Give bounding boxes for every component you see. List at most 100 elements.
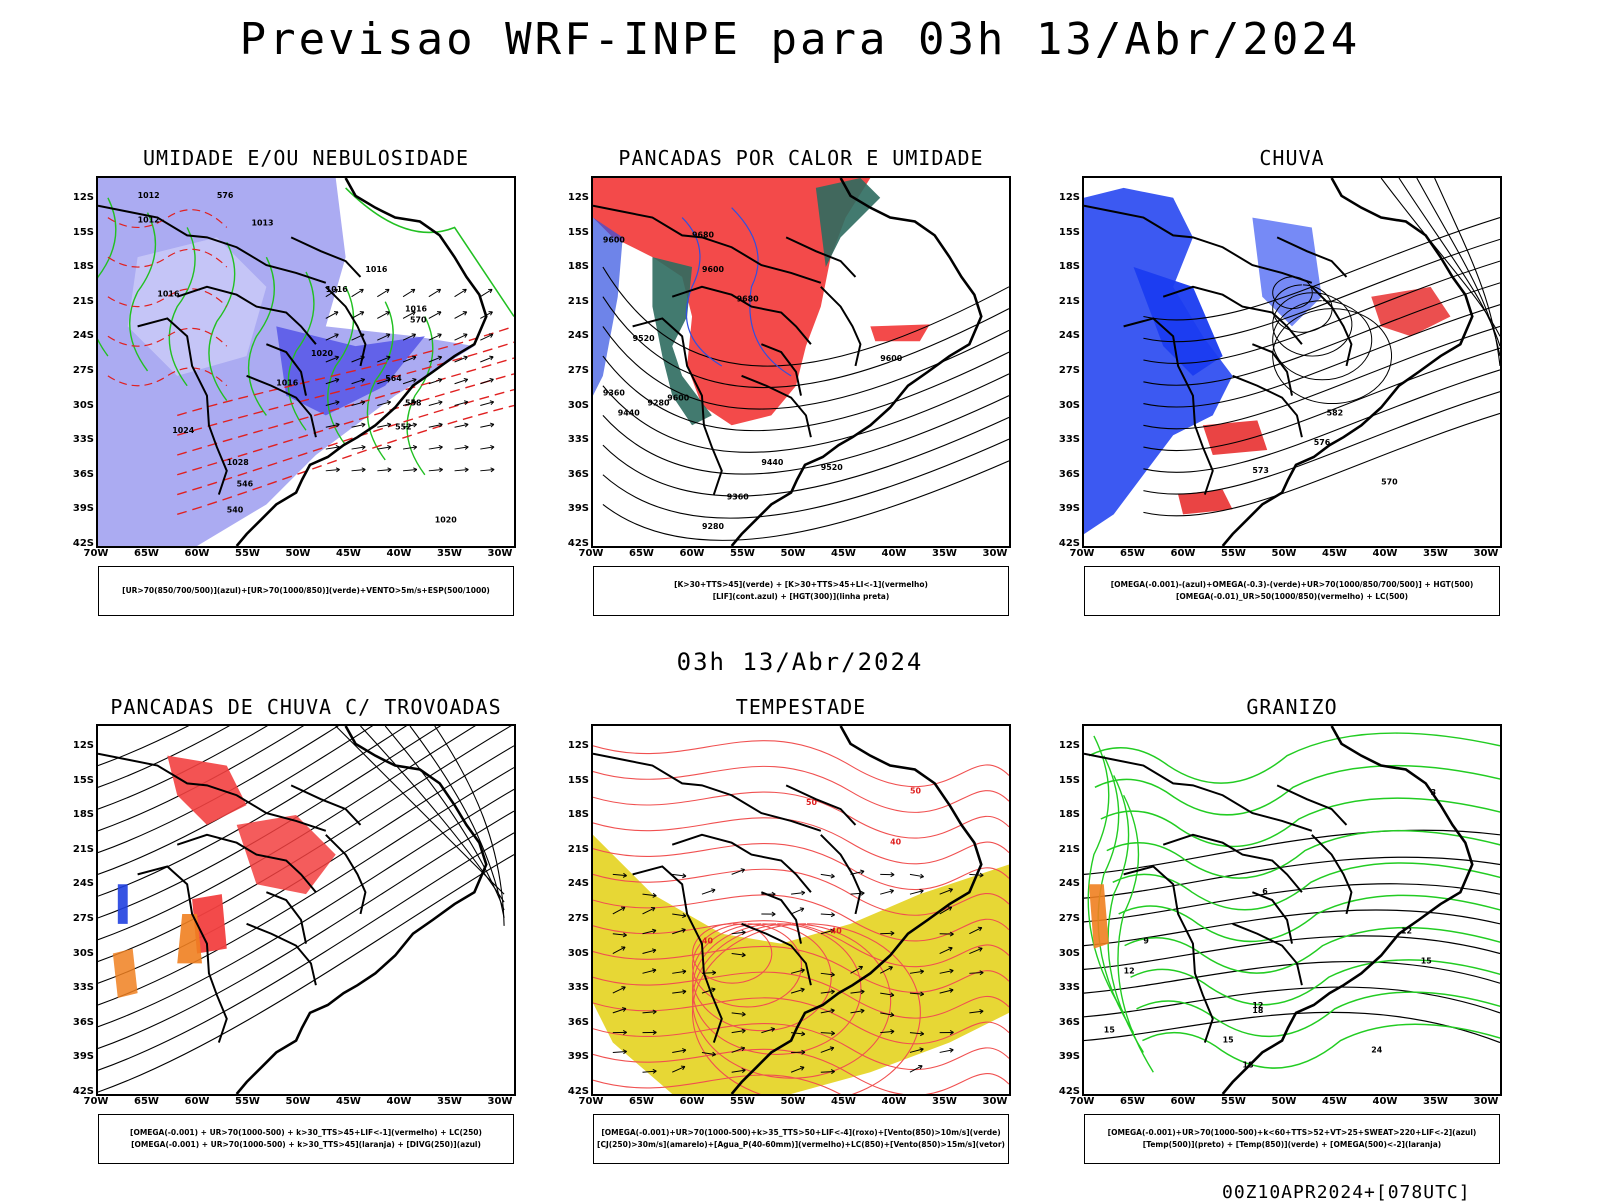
latitude-label: 36S (66, 1017, 94, 1028)
panel-title: GRANIZO (1082, 695, 1502, 719)
contour-label: 15 (1104, 1026, 1115, 1035)
legend-line: [UR>70(850/700/500)](azul)+[UR>70(1000/8… (99, 585, 513, 597)
latitude-label: 15S (1052, 775, 1080, 786)
longitude-label: 30W (1471, 548, 1501, 559)
longitude-label: 70W (81, 1096, 111, 1107)
forecast-map: 369121518121518241512 (1082, 724, 1502, 1096)
latitude-label: 21S (66, 296, 94, 307)
contour-label: 12 (1252, 1001, 1263, 1010)
latitude-label: 27S (561, 913, 589, 924)
panel-title: PANCADAS POR CALOR E UMIDADE (591, 146, 1011, 170)
latitude-label: 33S (561, 982, 589, 993)
longitude-label: 60W (1168, 1096, 1198, 1107)
contour-label: 552 (395, 422, 412, 431)
latitude-label: 27S (1052, 913, 1080, 924)
latitude-label: 12S (1052, 740, 1080, 751)
latitude-label: 18S (1052, 809, 1080, 820)
latitude-label: 36S (66, 469, 94, 480)
legend-line: [Temp(500)](preto) + [Temp(850)](verde) … (1085, 1139, 1499, 1151)
legend-line: [OMEGA(-0.001)+UR>70(1000-500)+k>35_TTS>… (594, 1127, 1008, 1139)
latitude-label: 30S (1052, 948, 1080, 959)
latitude-label: 24S (1052, 878, 1080, 889)
latitude-label: 30S (1052, 400, 1080, 411)
longitude-label: 70W (1067, 1096, 1097, 1107)
latitude-label: 39S (1052, 503, 1080, 514)
longitude-label: 40W (1370, 548, 1400, 559)
contour-label: 1016 (365, 265, 388, 274)
latitude-label: 27S (66, 913, 94, 924)
panel-legend: [OMEGA(-0.001)-(azul)+OMEGA(-0.3)-(verde… (1084, 566, 1500, 616)
longitude-label: 60W (182, 548, 212, 559)
panel-legend: [UR>70(850/700/500)](azul)+[UR>70(1000/8… (98, 566, 514, 616)
contour-label: 9 (1143, 937, 1149, 946)
latitude-label: 30S (561, 400, 589, 411)
contour-label: 12 (1124, 966, 1135, 975)
longitude-label: 70W (1067, 548, 1097, 559)
latitude-label: 24S (561, 330, 589, 341)
latitude-label: 24S (1052, 330, 1080, 341)
contour-label: 582 (1327, 408, 1344, 417)
forecast-map: 9600968096009520944093609280960095209440… (591, 176, 1011, 548)
latitude-label: 24S (66, 330, 94, 341)
latitude-label: 12S (561, 740, 589, 751)
latitude-label: 39S (66, 1051, 94, 1062)
longitude-label: 40W (384, 548, 414, 559)
contour-label: 24 (1371, 1045, 1383, 1054)
contour-label: 564 (385, 374, 402, 383)
longitude-label: 55W (233, 1096, 263, 1107)
longitude-label: 30W (485, 1096, 515, 1107)
longitude-label: 35W (435, 548, 465, 559)
latitude-label: 21S (561, 844, 589, 855)
legend-line: [OMEGA(-0.001) + UR>70(1000-500) + k>30_… (99, 1139, 513, 1151)
longitude-label: 35W (1421, 1096, 1451, 1107)
legend-line: [OMEGA(-0.01)_UR>50(1000/850)(vermelho) … (1085, 591, 1499, 603)
latitude-label: 24S (561, 878, 589, 889)
contour-label: 570 (410, 315, 427, 324)
contour-label: 15 (1223, 1036, 1234, 1045)
contour-label: 9440 (618, 408, 641, 417)
contour-label: 570 (1381, 478, 1398, 487)
panel-legend: [OMEGA(-0.001)+UR>70(1000-500)+k<60+TTS>… (1084, 1114, 1500, 1164)
legend-line: [OMEGA(-0.001)+UR>70(1000-500)+k<60+TTS>… (1085, 1127, 1499, 1139)
panel-legend: [K>30+TTS>45](verde) + [K>30+TTS>45+LI<-… (593, 566, 1009, 616)
contour-label: 540 (227, 505, 244, 514)
forecast-map: 5040404050 (591, 724, 1011, 1096)
contour-label: 1016 (276, 379, 299, 388)
contour-label: 1028 (227, 458, 250, 467)
latitude-label: 30S (66, 400, 94, 411)
longitude-label: 30W (980, 548, 1010, 559)
contour-label: 40 (831, 927, 843, 936)
latitude-label: 21S (561, 296, 589, 307)
contour-label: 1024 (172, 426, 195, 435)
longitude-label: 60W (182, 1096, 212, 1107)
longitude-label: 65W (627, 548, 657, 559)
latitude-label: 30S (561, 948, 589, 959)
longitude-label: 50W (1269, 548, 1299, 559)
latitude-label: 39S (561, 503, 589, 514)
longitude-label: 60W (677, 548, 707, 559)
contour-label: 576 (217, 191, 234, 200)
legend-line: [LIF](cont.azul) + [HGT(300)](linha pret… (594, 591, 1008, 603)
latitude-label: 15S (1052, 227, 1080, 238)
longitude-label: 35W (930, 1096, 960, 1107)
longitude-label: 70W (81, 548, 111, 559)
latitude-label: 18S (561, 809, 589, 820)
contour-label: 50 (910, 786, 922, 795)
latitude-label: 12S (1052, 192, 1080, 203)
longitude-label: 40W (384, 1096, 414, 1107)
contour-label: 9280 (702, 522, 725, 531)
latitude-label: 27S (66, 365, 94, 376)
forecast-map: 582576573570 (1082, 176, 1502, 548)
contour-label: 546 (237, 480, 254, 489)
map-canvas: 582576573570 (1084, 178, 1500, 546)
latitude-label: 27S (1052, 365, 1080, 376)
latitude-label: 39S (66, 503, 94, 514)
contour-label: 1020 (311, 349, 334, 358)
longitude-label: 45W (334, 1096, 364, 1107)
longitude-label: 50W (283, 1096, 313, 1107)
latitude-label: 18S (66, 809, 94, 820)
contour-label: 40 (702, 937, 714, 946)
contour-label: 9360 (603, 389, 626, 398)
longitude-label: 40W (879, 548, 909, 559)
longitude-label: 70W (576, 1096, 606, 1107)
